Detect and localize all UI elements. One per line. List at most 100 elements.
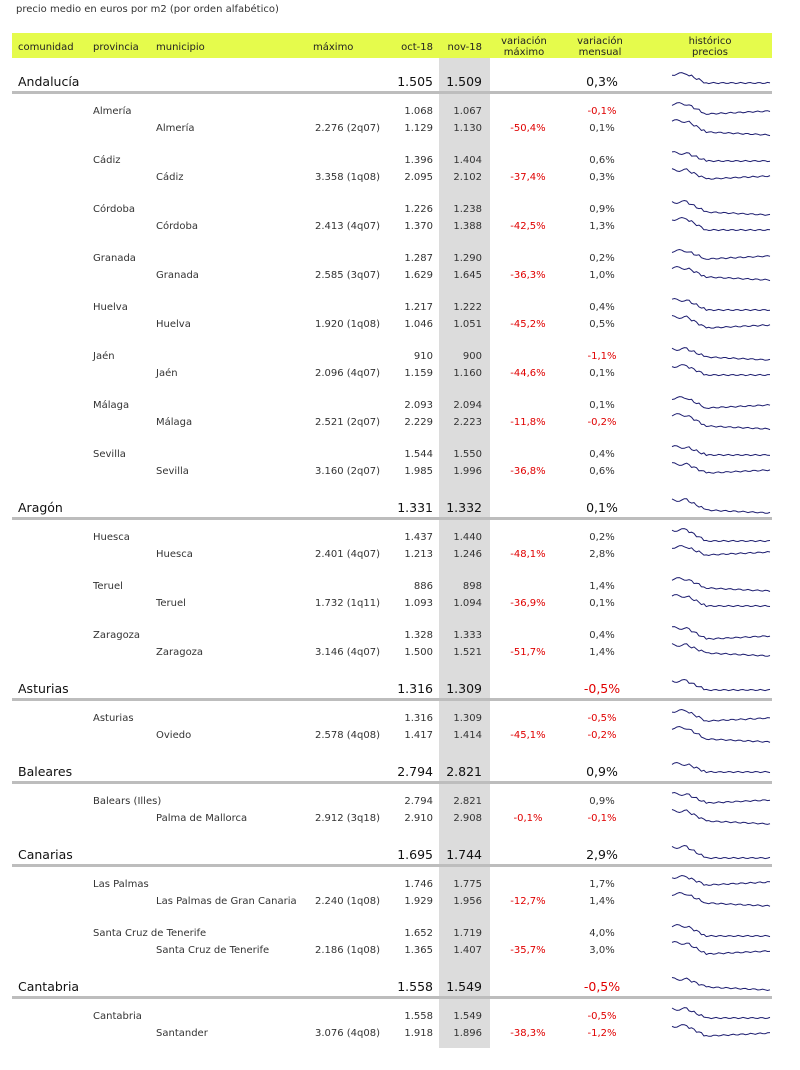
municipality-nov: 1.996 bbox=[453, 466, 482, 477]
municipality-max: 2.276 (2q07) bbox=[314, 123, 380, 134]
sparkline bbox=[671, 626, 771, 640]
province-name: Cantabria bbox=[93, 1011, 142, 1022]
municipality-name: Palma de Mallorca bbox=[156, 813, 248, 824]
municipality-monthly-change: 3,0% bbox=[589, 945, 615, 956]
municipality-monthly-change: 1,4% bbox=[589, 647, 615, 658]
group-rule bbox=[12, 864, 772, 867]
province-nov: 1.404 bbox=[453, 155, 482, 166]
province-oct: 1.287 bbox=[404, 253, 433, 264]
community-monthly-change: 2,9% bbox=[586, 847, 618, 862]
municipality-max: 2.240 (1q08) bbox=[314, 896, 380, 907]
province-nov: 1.067 bbox=[453, 106, 482, 117]
municipality-oct: 1.417 bbox=[404, 730, 433, 741]
sparkline bbox=[671, 761, 771, 774]
municipality-max: 2.585 (3q07) bbox=[314, 270, 380, 281]
province-monthly-change: 0,1% bbox=[589, 400, 615, 411]
municipality-max-change: -12,7% bbox=[510, 896, 546, 907]
group-rule bbox=[12, 996, 772, 999]
municipality-oct: 1.985 bbox=[404, 466, 433, 477]
municipality-monthly-change: 1,0% bbox=[589, 270, 615, 281]
sparkline bbox=[671, 545, 771, 557]
municipality-nov: 2.102 bbox=[453, 172, 482, 183]
sparkline bbox=[671, 248, 771, 260]
municipality-monthly-change: 0,1% bbox=[589, 123, 615, 134]
municipality-name: Almería bbox=[156, 123, 195, 134]
community-name: Canarias bbox=[18, 847, 73, 862]
province-monthly-change: 1,4% bbox=[589, 581, 615, 592]
municipality-monthly-change: -0,2% bbox=[587, 417, 617, 428]
sparkline bbox=[671, 1007, 771, 1020]
column-header: nov-18 bbox=[447, 41, 482, 53]
municipality-nov: 1.896 bbox=[453, 1028, 482, 1039]
community-monthly-change: 0,3% bbox=[586, 74, 618, 89]
province-monthly-change: 0,9% bbox=[589, 204, 615, 215]
province-nov: 1.238 bbox=[453, 204, 482, 215]
municipality-max-change: -36,9% bbox=[510, 598, 546, 609]
sparkline bbox=[671, 297, 771, 312]
municipality-name: Santa Cruz de Tenerife bbox=[156, 945, 270, 956]
sparkline bbox=[671, 844, 771, 860]
community-nov: 1.549 bbox=[446, 979, 482, 994]
province-name: Asturias bbox=[93, 713, 134, 724]
municipality-nov: 1.388 bbox=[453, 221, 482, 232]
municipality-max-change: -11,8% bbox=[510, 417, 546, 428]
municipality-max-change: -36,8% bbox=[510, 466, 546, 477]
community-oct: 1.316 bbox=[397, 681, 433, 696]
province-nov: 1.719 bbox=[453, 928, 482, 939]
province-nov: 1.440 bbox=[453, 532, 482, 543]
municipality-max-change: -51,7% bbox=[510, 647, 546, 658]
sparkline bbox=[671, 891, 771, 907]
sparkline bbox=[671, 577, 771, 592]
municipality-monthly-change: -1,2% bbox=[587, 1028, 617, 1039]
municipality-max-change: -35,7% bbox=[510, 945, 546, 956]
province-name: Jaén bbox=[93, 351, 115, 362]
province-nov: 1.290 bbox=[453, 253, 482, 264]
municipality-nov: 1.521 bbox=[453, 647, 482, 658]
community-nov: 1.509 bbox=[446, 74, 482, 89]
municipality-oct: 2.229 bbox=[404, 417, 433, 428]
sparkline bbox=[671, 923, 771, 938]
municipality-oct: 1.918 bbox=[404, 1028, 433, 1039]
sparkline bbox=[671, 643, 771, 657]
province-name: Huesca bbox=[93, 532, 130, 543]
municipality-name: Zaragoza bbox=[156, 647, 204, 658]
municipality-oct: 1.629 bbox=[404, 270, 433, 281]
sparkline bbox=[671, 528, 771, 543]
province-oct: 1.068 bbox=[404, 106, 433, 117]
sparkline bbox=[671, 708, 771, 723]
column-header: variación mensual bbox=[577, 36, 623, 58]
municipality-max: 2.401 (4q07) bbox=[314, 549, 380, 560]
community-monthly-change: -0,5% bbox=[583, 979, 621, 994]
sparkline bbox=[671, 102, 771, 115]
sparkline bbox=[671, 168, 771, 180]
municipality-monthly-change: 0,6% bbox=[589, 466, 615, 477]
community-monthly-change: -0,5% bbox=[583, 681, 621, 696]
municipality-oct: 1.929 bbox=[404, 896, 433, 907]
province-monthly-change: 0,6% bbox=[589, 155, 615, 166]
province-name: Zaragoza bbox=[93, 630, 141, 641]
community-name: Cantabria bbox=[18, 979, 80, 994]
municipality-max: 3.076 (4q08) bbox=[314, 1028, 380, 1039]
province-nov: 1.549 bbox=[453, 1011, 482, 1022]
sparkline bbox=[671, 791, 771, 804]
province-monthly-change: 1,7% bbox=[589, 879, 615, 890]
municipality-max: 3.146 (4q07) bbox=[314, 647, 380, 658]
sparkline bbox=[671, 940, 771, 956]
sparkline bbox=[671, 462, 771, 474]
sparkline bbox=[671, 977, 771, 992]
municipality-nov: 1.094 bbox=[453, 598, 482, 609]
municipality-max-change: -45,1% bbox=[510, 730, 546, 741]
municipality-monthly-change: 0,3% bbox=[589, 172, 615, 183]
municipality-max: 2.186 (1q08) bbox=[314, 945, 380, 956]
column-header: municipio bbox=[156, 41, 205, 53]
province-monthly-change: 0,9% bbox=[589, 796, 615, 807]
group-rule bbox=[12, 517, 772, 520]
community-nov: 1.309 bbox=[446, 681, 482, 696]
municipality-name: Córdoba bbox=[156, 221, 198, 232]
municipality-name: Jaén bbox=[156, 368, 178, 379]
column-header: comunidad bbox=[18, 41, 74, 53]
column-header: variación máximo bbox=[501, 36, 547, 58]
sparkline bbox=[671, 413, 771, 431]
municipality-max: 2.578 (4q08) bbox=[314, 730, 380, 741]
province-monthly-change: 0,2% bbox=[589, 253, 615, 264]
